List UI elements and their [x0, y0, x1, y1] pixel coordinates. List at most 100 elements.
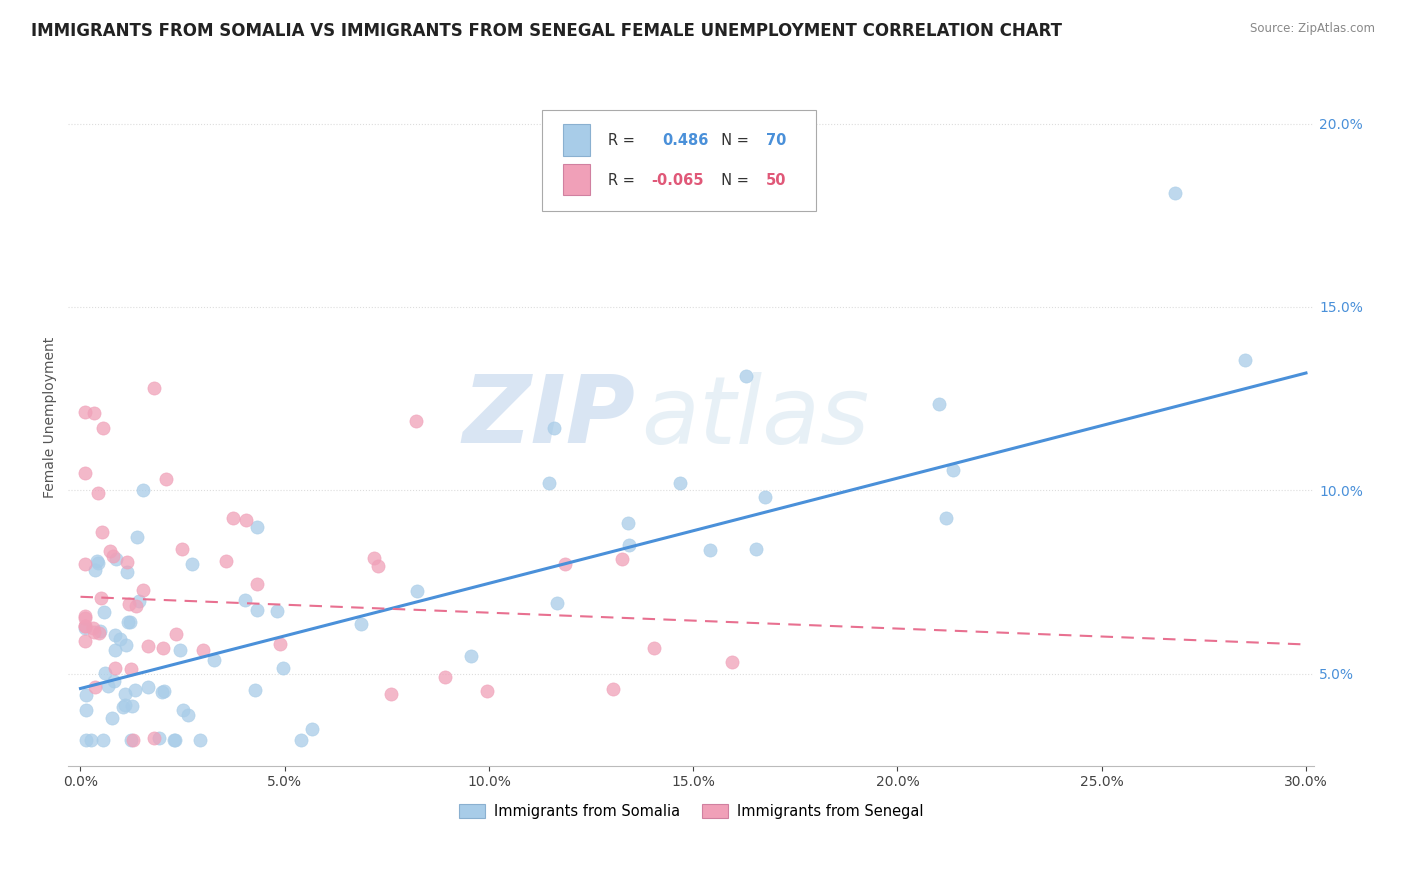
Point	[363, 550, 385, 565]
Point	[246, 576, 269, 591]
Point	[136, 680, 159, 694]
Point	[93, 605, 115, 619]
Text: R =: R =	[607, 133, 640, 148]
Point	[735, 369, 758, 384]
Point	[942, 463, 965, 477]
Point	[132, 483, 155, 497]
Point	[475, 684, 498, 698]
Point	[643, 640, 665, 655]
Point	[165, 627, 187, 641]
Point	[115, 565, 138, 579]
Point	[111, 700, 134, 714]
Point	[121, 732, 143, 747]
Text: 70: 70	[766, 133, 786, 148]
Point	[537, 475, 560, 490]
Point	[98, 543, 121, 558]
Point	[169, 643, 191, 657]
Point	[935, 511, 957, 525]
Point	[73, 619, 96, 633]
Point	[73, 611, 96, 625]
Text: 50: 50	[766, 172, 786, 187]
Point	[191, 643, 214, 657]
Point	[104, 551, 127, 566]
Point	[246, 602, 269, 616]
Bar	[562, 164, 591, 195]
Point	[104, 628, 127, 642]
Point	[73, 609, 96, 624]
Point	[269, 637, 291, 651]
Point	[73, 634, 96, 648]
Point	[148, 731, 170, 745]
Point	[602, 681, 624, 696]
Point	[301, 722, 323, 736]
Point	[177, 708, 200, 723]
Point	[75, 688, 97, 702]
Point	[543, 421, 565, 435]
Point	[172, 703, 194, 717]
Point	[546, 596, 568, 610]
Point	[350, 617, 373, 632]
Point	[108, 632, 131, 647]
Text: Source: ZipAtlas.com: Source: ZipAtlas.com	[1250, 22, 1375, 36]
Point	[124, 683, 146, 698]
Text: ZIP: ZIP	[463, 371, 636, 463]
Point	[380, 687, 402, 701]
Point	[97, 679, 120, 693]
Point	[188, 732, 211, 747]
Point	[271, 661, 294, 675]
Point	[89, 625, 111, 640]
Point	[266, 604, 288, 618]
Point	[103, 642, 125, 657]
Text: IMMIGRANTS FROM SOMALIA VS IMMIGRANTS FROM SENEGAL FEMALE UNEMPLOYMENT CORRELATI: IMMIGRANTS FROM SOMALIA VS IMMIGRANTS FR…	[31, 22, 1062, 40]
Point	[87, 486, 110, 500]
Point	[120, 732, 142, 747]
Point	[73, 621, 96, 635]
Point	[101, 549, 124, 564]
Point	[928, 397, 950, 411]
Text: N =: N =	[713, 172, 754, 187]
Point	[114, 638, 136, 652]
Point	[720, 655, 742, 669]
Point	[83, 406, 105, 420]
Point	[118, 597, 141, 611]
Point	[619, 538, 641, 552]
Point	[115, 555, 138, 569]
Point	[91, 525, 114, 540]
Point	[101, 711, 124, 725]
Point	[75, 703, 97, 717]
Point	[84, 680, 107, 694]
Point	[668, 475, 690, 490]
Point	[754, 491, 776, 505]
Bar	[562, 124, 591, 155]
Point	[215, 554, 238, 568]
Point	[143, 381, 166, 395]
Point	[1164, 186, 1187, 201]
Point	[89, 624, 111, 638]
Point	[180, 557, 202, 571]
Point	[93, 732, 115, 747]
Point	[87, 556, 110, 570]
Point	[170, 541, 193, 556]
Point	[246, 520, 269, 534]
Point	[120, 662, 142, 676]
Point	[1233, 352, 1256, 367]
Point	[73, 619, 96, 633]
Point	[127, 530, 149, 544]
Text: atlas: atlas	[641, 372, 869, 463]
Point	[202, 653, 225, 667]
Point	[93, 421, 115, 435]
Point	[132, 582, 155, 597]
Point	[125, 599, 148, 614]
Point	[84, 563, 107, 577]
Point	[233, 593, 256, 607]
Point	[152, 640, 174, 655]
Point	[153, 684, 176, 698]
Point	[163, 732, 186, 747]
Point	[163, 732, 186, 747]
Point	[114, 698, 136, 712]
Point	[155, 472, 177, 486]
Point	[120, 615, 142, 629]
FancyBboxPatch shape	[541, 111, 815, 211]
Point	[243, 682, 266, 697]
Point	[90, 591, 112, 605]
